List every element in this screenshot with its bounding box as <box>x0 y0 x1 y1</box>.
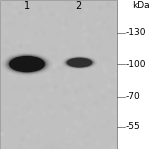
Ellipse shape <box>66 58 93 68</box>
Ellipse shape <box>62 56 97 69</box>
Text: -55: -55 <box>126 122 141 131</box>
Ellipse shape <box>9 56 45 72</box>
Ellipse shape <box>4 54 50 74</box>
Ellipse shape <box>67 58 92 67</box>
Ellipse shape <box>2 53 52 76</box>
Text: -100: -100 <box>126 60 147 69</box>
Text: -70: -70 <box>126 92 141 101</box>
Ellipse shape <box>64 56 95 69</box>
Text: -130: -130 <box>126 28 147 37</box>
Text: 2: 2 <box>75 1 81 11</box>
Ellipse shape <box>65 57 94 68</box>
Ellipse shape <box>6 55 48 73</box>
Text: kDa: kDa <box>132 1 150 10</box>
Ellipse shape <box>8 55 46 73</box>
Text: 1: 1 <box>24 1 30 11</box>
FancyBboxPatch shape <box>0 0 117 149</box>
